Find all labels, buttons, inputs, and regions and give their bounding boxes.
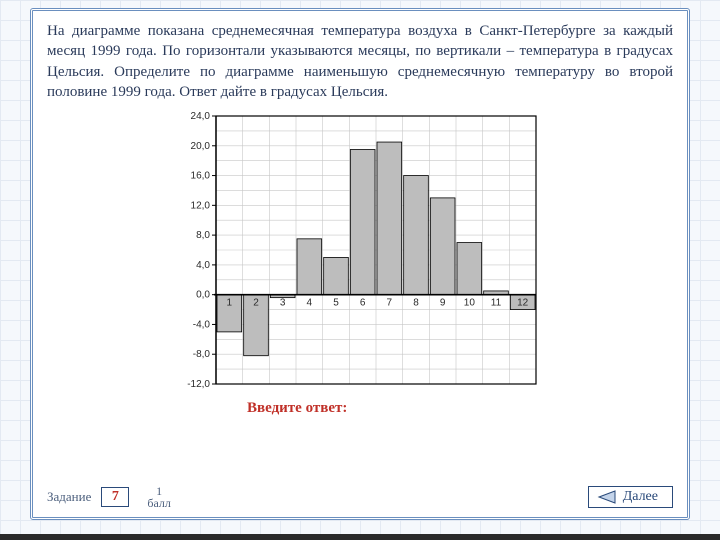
svg-text:2: 2	[253, 298, 259, 309]
svg-text:1: 1	[227, 298, 233, 309]
svg-text:5: 5	[333, 298, 339, 309]
svg-text:8: 8	[413, 298, 419, 309]
svg-text:7: 7	[387, 298, 393, 309]
task-number: 7	[101, 487, 129, 507]
next-button-label: Далее	[623, 489, 658, 505]
svg-text:-4,0: -4,0	[193, 319, 211, 330]
svg-text:11: 11	[491, 298, 502, 309]
svg-text:6: 6	[360, 298, 366, 309]
svg-text:4,0: 4,0	[196, 260, 210, 271]
footer-bar: Задание 7 1 балл Далее	[47, 485, 673, 509]
svg-text:3: 3	[280, 298, 286, 309]
svg-text:12,0: 12,0	[191, 200, 211, 211]
svg-text:24,0: 24,0	[191, 111, 211, 122]
task-label: Задание	[47, 489, 91, 505]
svg-text:-8,0: -8,0	[193, 349, 211, 360]
question-text: На диаграмме показана среднемесячная тем…	[47, 21, 673, 102]
task-score: 1 балл	[147, 485, 171, 509]
svg-text:-12,0: -12,0	[187, 379, 210, 390]
svg-text:4: 4	[307, 298, 313, 309]
svg-text:9: 9	[440, 298, 446, 309]
svg-text:20,0: 20,0	[191, 141, 211, 152]
triangle-left-icon	[597, 490, 617, 504]
temperature-bar-chart: -12,0-8,0-4,00,04,08,012,016,020,024,012…	[170, 108, 550, 398]
bottom-shadow	[0, 534, 720, 540]
svg-text:12: 12	[517, 298, 529, 309]
svg-text:10: 10	[464, 298, 476, 309]
task-card: На диаграмме показана среднемесячная тем…	[30, 8, 690, 520]
svg-text:0,0: 0,0	[196, 290, 210, 301]
score-unit: балл	[147, 496, 171, 510]
chart-container: -12,0-8,0-4,00,04,08,012,016,020,024,012…	[47, 108, 673, 398]
answer-prompt: Введите ответ:	[47, 400, 673, 417]
next-button[interactable]: Далее	[588, 486, 673, 508]
svg-text:16,0: 16,0	[191, 171, 211, 182]
svg-text:8,0: 8,0	[196, 230, 210, 241]
